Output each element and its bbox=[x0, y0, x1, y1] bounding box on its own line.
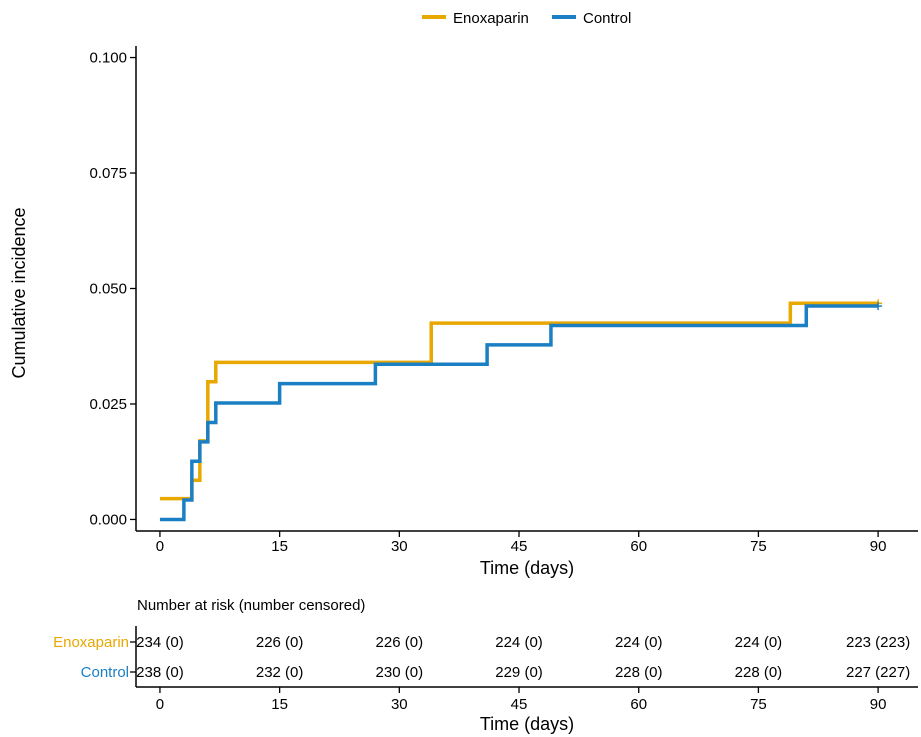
risk-cell: 223 (223) bbox=[846, 634, 910, 651]
risk-x-tick-label: 60 bbox=[630, 696, 647, 713]
legend-label-control: Control bbox=[583, 10, 631, 27]
risk-x-tick-label: 30 bbox=[391, 696, 408, 713]
risk-x-tick-label: 45 bbox=[511, 696, 528, 713]
risk-cell: 229 (0) bbox=[495, 664, 543, 681]
risk-cell: 226 (0) bbox=[376, 634, 424, 651]
risk-x-tick-label: 15 bbox=[271, 696, 288, 713]
legend-label-enoxaparin: Enoxaparin bbox=[453, 10, 529, 27]
risk-table-x-axis-title: Time (days) bbox=[480, 714, 574, 734]
x-tick-label: 90 bbox=[870, 538, 887, 555]
risk-cell: 232 (0) bbox=[256, 664, 304, 681]
x-axis-title: Time (days) bbox=[480, 558, 574, 578]
x-tick-label: 75 bbox=[750, 538, 767, 555]
y-tick-label: 0.025 bbox=[89, 396, 127, 413]
risk-cell: 228 (0) bbox=[615, 664, 663, 681]
risk-cell: 227 (227) bbox=[846, 664, 910, 681]
x-tick-label: 15 bbox=[271, 538, 288, 555]
risk-cell: 234 (0) bbox=[136, 634, 184, 651]
y-axis-title: Cumulative incidence bbox=[9, 207, 29, 378]
risk-x-tick-label: 75 bbox=[750, 696, 767, 713]
risk-table: Number at risk (number censored) Enoxapa… bbox=[53, 597, 918, 734]
risk-cell: 224 (0) bbox=[735, 634, 783, 651]
risk-cell: 224 (0) bbox=[615, 634, 663, 651]
risk-row-label-enoxaparin: Enoxaparin bbox=[53, 634, 129, 651]
x-tick-label: 30 bbox=[391, 538, 408, 555]
series-line-control bbox=[159, 304, 879, 522]
x-tick-label: 0 bbox=[156, 538, 164, 555]
y-tick-label: 0.050 bbox=[89, 281, 127, 298]
risk-row-label-control: Control bbox=[81, 664, 129, 681]
risk-cell: 224 (0) bbox=[495, 634, 543, 651]
risk-cell: 228 (0) bbox=[735, 664, 783, 681]
x-tick-label: 60 bbox=[630, 538, 647, 555]
risk-x-tick-label: 0 bbox=[156, 696, 164, 713]
x-ticks: 0 15 30 45 60 75 90 bbox=[156, 531, 887, 555]
y-tick-label: 0.075 bbox=[89, 165, 127, 182]
risk-x-ticks: 0 15 30 45 60 75 90 bbox=[156, 687, 887, 713]
risk-table-title: Number at risk (number censored) bbox=[137, 597, 365, 614]
legend: Enoxaparin Control bbox=[422, 10, 631, 27]
risk-cell: 226 (0) bbox=[256, 634, 304, 651]
x-tick-label: 45 bbox=[511, 538, 528, 555]
series-layer bbox=[159, 299, 883, 522]
risk-cell: 238 (0) bbox=[136, 664, 184, 681]
risk-cell: 230 (0) bbox=[376, 664, 424, 681]
y-tick-label: 0.100 bbox=[89, 50, 127, 67]
y-ticks: 0.000 0.025 0.050 0.075 0.100 bbox=[89, 50, 136, 528]
risk-x-tick-label: 90 bbox=[870, 696, 887, 713]
risk-rows: Enoxaparin 234 (0) 226 (0) 226 (0) 224 (0) 22… bbox=[53, 634, 910, 681]
y-tick-label: 0.000 bbox=[89, 511, 127, 528]
series-line-enoxaparin bbox=[159, 301, 879, 501]
